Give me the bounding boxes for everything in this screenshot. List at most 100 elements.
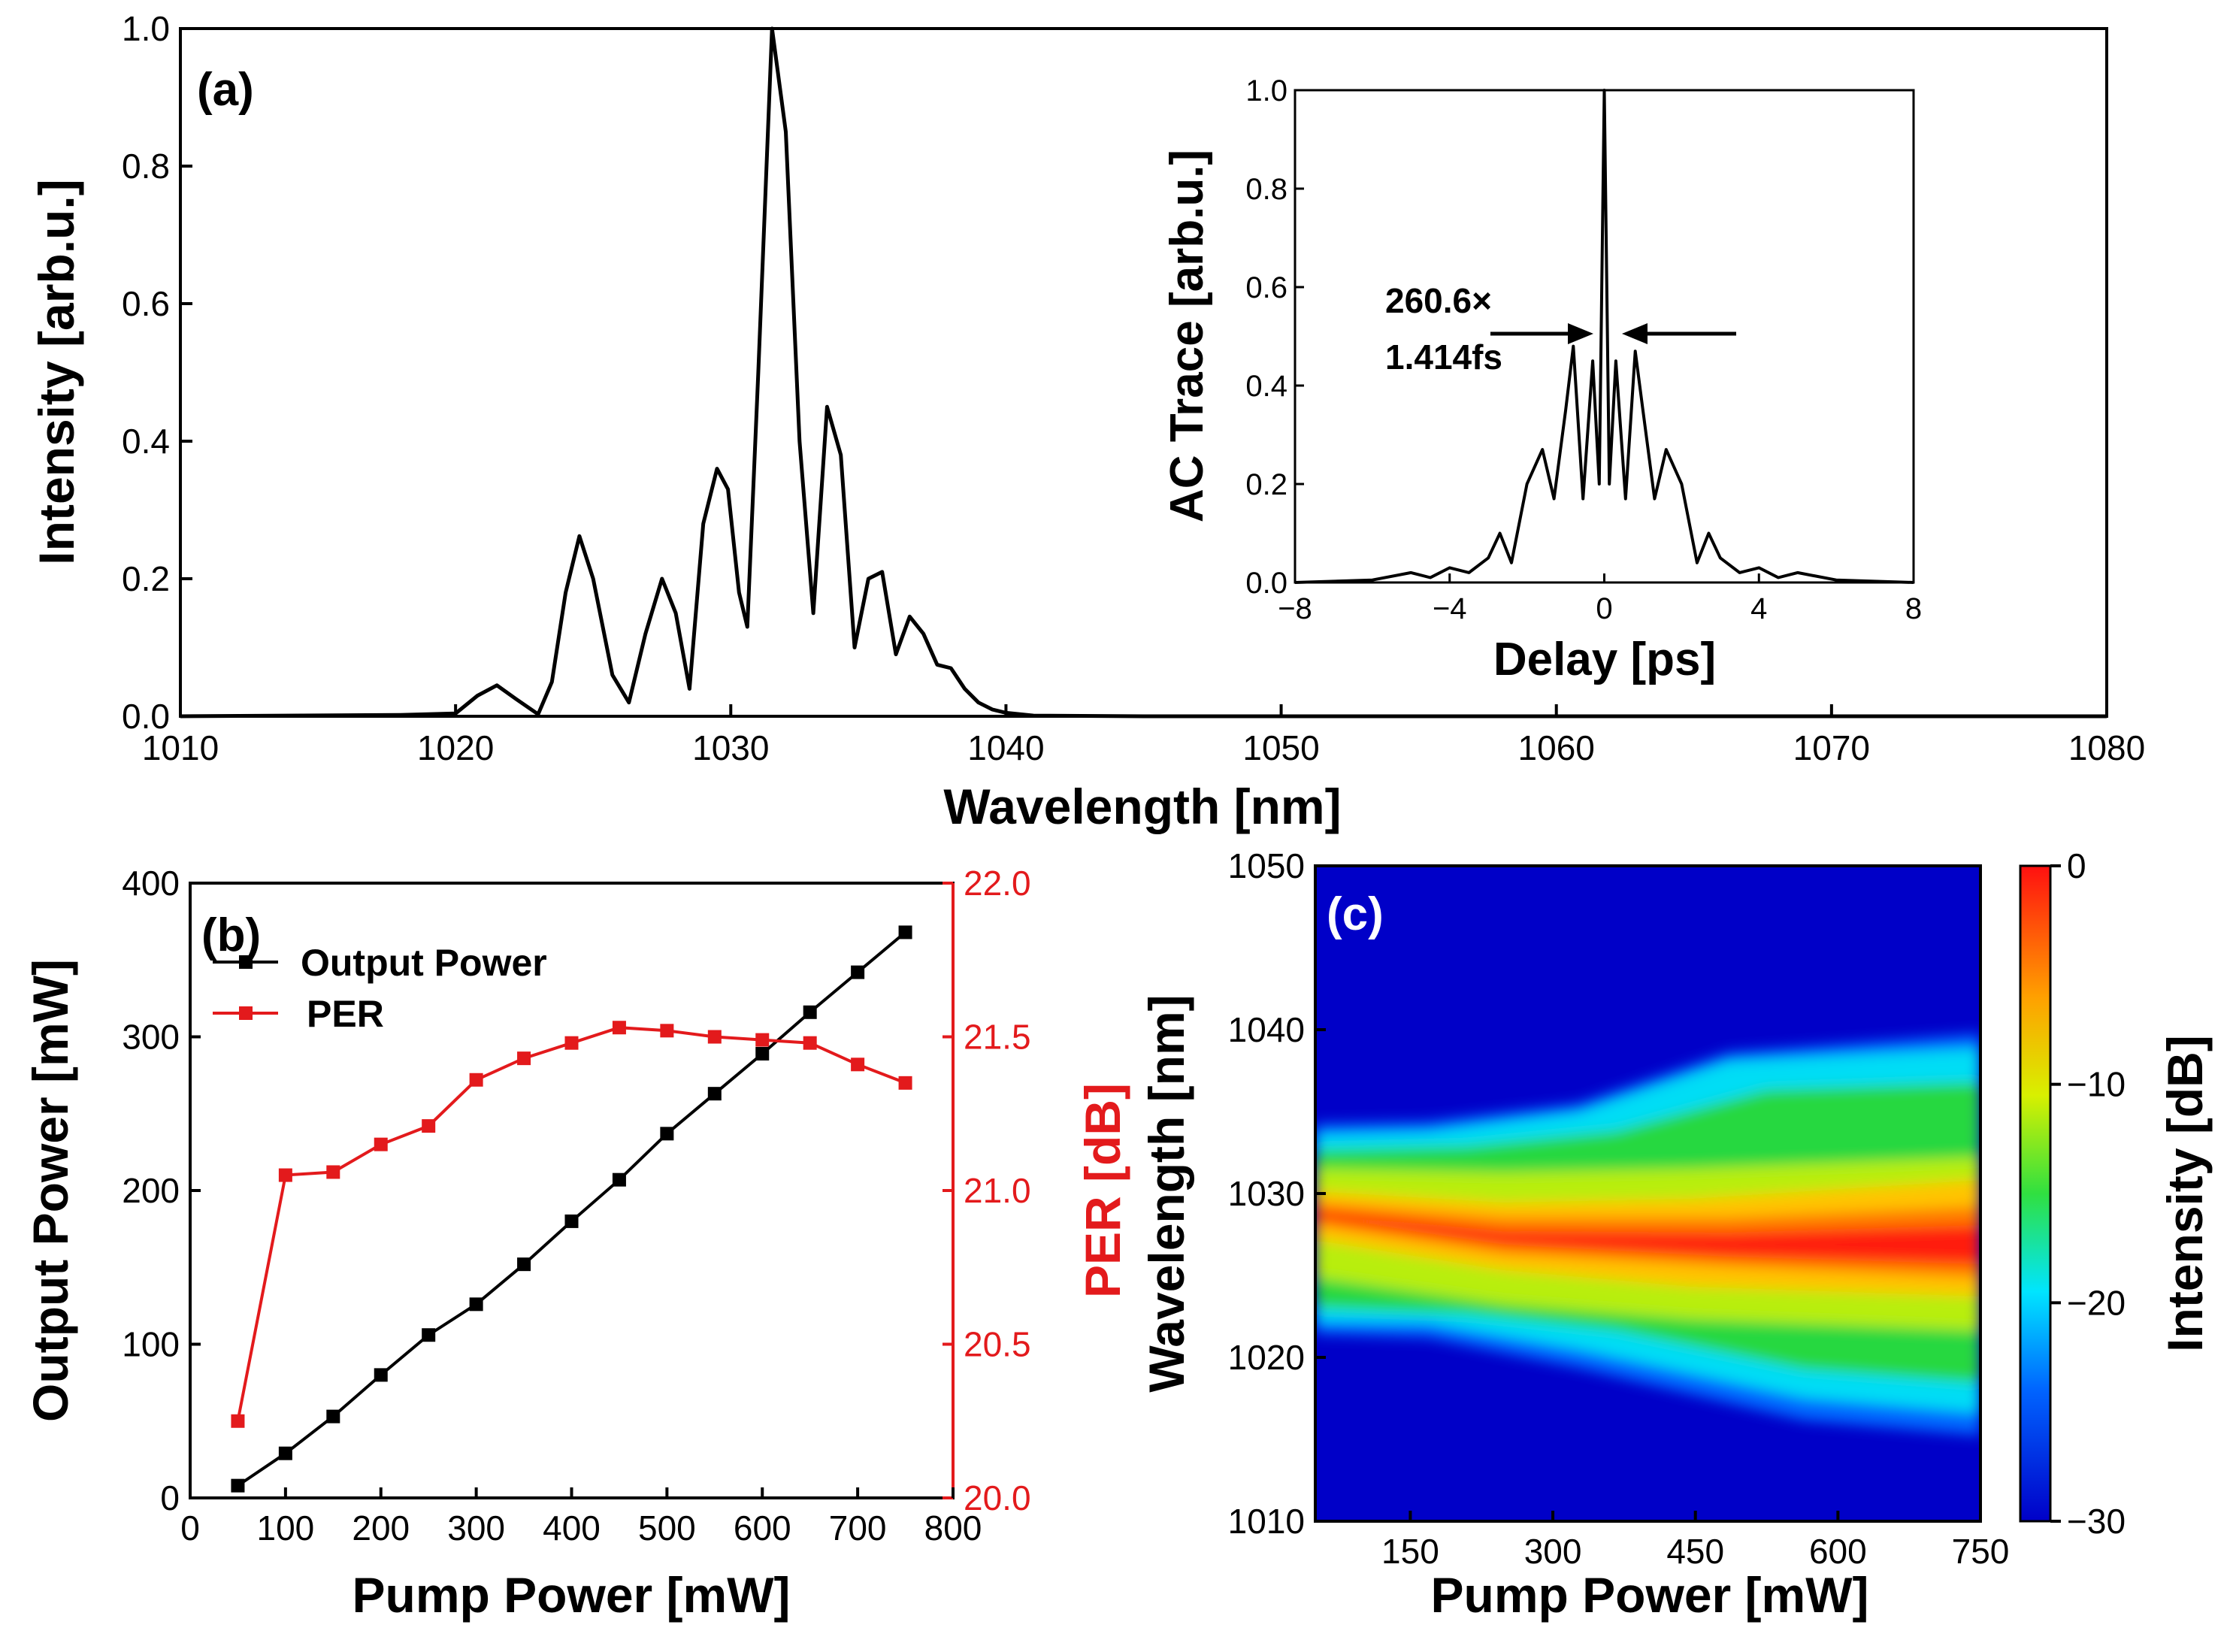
- inset-y-ticks: 0.0 0.2 0.4 0.6 0.8 1.0: [1245, 74, 1304, 600]
- series-per-point: [564, 1036, 579, 1050]
- panel-b-right-y-tick-label: 22.0: [964, 864, 1031, 903]
- legend-per-marker: [239, 1006, 253, 1020]
- panel-b-x-tick-label: 600: [734, 1508, 791, 1548]
- inset-ac-trace-line: [1294, 89, 1914, 584]
- colorbar: [2019, 864, 2052, 1523]
- legend-per-label: PER: [307, 993, 384, 1035]
- panel-b-x-tick-label: 500: [638, 1508, 696, 1548]
- panel-a-x-ticks: 1010 1020 1030 1040 1050 1060 1070 1080: [142, 704, 2145, 767]
- panel-a-x-tick-label: 1030: [692, 728, 769, 767]
- heatmap-image: [1315, 866, 1980, 1521]
- series-per-point: [422, 1119, 436, 1133]
- panel-a-y-tick-label: 0.0: [122, 697, 170, 736]
- inset-x-tick-label: −4: [1433, 592, 1467, 625]
- inset-x-ticks: −8 −4 0 4 8: [1278, 573, 1922, 625]
- inset-x-tick-label: 4: [1750, 592, 1767, 625]
- panel-c-heatmap: 1010 1020 1030 1040 1050 150 300 450 600 750 (c)…: [1139, 846, 2213, 1623]
- panel-b-x-tick-label: 0: [180, 1508, 200, 1548]
- panel-a-y-ticks: 0.0 0.2 0.4 0.6 0.8 1.0: [122, 9, 192, 736]
- series-per-point: [612, 1021, 626, 1035]
- panel-a-y-tick-label: 1.0: [122, 9, 170, 48]
- panel-c-y-ticks: 1010 1020 1030 1040 1050: [1228, 846, 1326, 1541]
- panel-b-x-tick-label: 100: [257, 1508, 315, 1548]
- panel-b-left-y-tick-label: 0: [160, 1478, 180, 1517]
- series-per-point: [469, 1073, 483, 1087]
- inset-y-tick-label: 0.2: [1245, 468, 1287, 501]
- colorbar-ticks: 0 −10 −20 −30: [2050, 846, 2126, 1541]
- panel-c-y-tick-label: 1030: [1228, 1174, 1305, 1213]
- series-output-power-point: [755, 1046, 770, 1060]
- inset-annotation-line1: 260.6×: [1385, 281, 1492, 320]
- panel-c-label: (c): [1327, 888, 1384, 940]
- series-per-point: [517, 1051, 531, 1066]
- panel-c-x-tick-label: 450: [1666, 1532, 1724, 1571]
- panel-c-x-tick-label: 150: [1381, 1532, 1439, 1571]
- series-per-point: [231, 1414, 245, 1428]
- panel-a-x-tick-label: 1010: [142, 728, 219, 767]
- panel-b-legend: Output Power PER: [213, 942, 547, 1035]
- inset-y-tick-label: 0.6: [1245, 271, 1287, 304]
- colorbar-tick-label: −10: [2067, 1065, 2126, 1104]
- panel-b-x-tick-label: 800: [924, 1508, 982, 1548]
- panel-b-left-y-ticks: 0 100 200 300 400: [122, 864, 201, 1517]
- panel-c-y-tick-label: 1020: [1228, 1338, 1305, 1377]
- series-output-power-point: [231, 1478, 245, 1493]
- series-per-point: [898, 1076, 912, 1090]
- series-output-power-point: [803, 1005, 817, 1019]
- series-output-power-point: [660, 1127, 674, 1141]
- panel-b-series: [231, 925, 912, 1493]
- panel-a-inset-autocorrelation: 0.0 0.2 0.4 0.6 0.8 1.0 −8 −4 0 4 8 Delay [ps] AC…: [1161, 74, 1922, 685]
- inset-y-tick-label: 1.0: [1245, 74, 1287, 107]
- panel-b-right-y-label: PER [dB]: [1075, 1083, 1130, 1298]
- panel-b-x-label: Pump Power [mW]: [352, 1567, 790, 1623]
- series-per-point: [278, 1168, 292, 1182]
- inset-fwhm-arrows: [1490, 323, 1736, 344]
- series-output-power-point: [469, 1297, 483, 1312]
- panel-b-left-y-tick-label: 100: [122, 1325, 180, 1364]
- inset-x-tick-label: 0: [1596, 592, 1612, 625]
- inset-x-tick-label: 8: [1905, 592, 1922, 625]
- panel-a-y-tick-label: 0.6: [122, 284, 170, 323]
- panel-a-y-label: Intensity [arb.u.]: [29, 179, 84, 564]
- panel-a-x-tick-label: 1040: [967, 728, 1044, 767]
- series-per-point: [707, 1030, 722, 1044]
- panel-a-y-tick-label: 0.2: [122, 559, 170, 598]
- panel-a-spectrum: 0.00.20.40.60.81.0 1010 1020 1030 1040 1050 1…: [29, 9, 2145, 834]
- panel-c-y-tick-label: 1050: [1228, 846, 1305, 885]
- panel-b-right-y-tick-label: 20.0: [964, 1478, 1031, 1517]
- panel-b-left-y-tick-label: 200: [122, 1171, 180, 1210]
- series-per-point: [374, 1137, 388, 1151]
- panel-b-x-ticks: 0 100 200 300 400 500 600 700 800: [180, 1487, 982, 1548]
- inset-x-tick-label: −8: [1278, 592, 1312, 625]
- panel-c-y-tick-label: 1010: [1228, 1502, 1305, 1541]
- series-output-power-point: [707, 1087, 722, 1101]
- panel-c-y-label: Wavelength [nm]: [1139, 994, 1194, 1392]
- series-output-power-point: [612, 1172, 626, 1187]
- panel-c-x-label: Pump Power [mW]: [1430, 1567, 1868, 1623]
- panel-b-right-y-tick-label: 21.0: [964, 1171, 1031, 1210]
- panel-a-x-tick-label: 1070: [1793, 728, 1870, 767]
- inset-y-tick-label: 0.4: [1245, 370, 1287, 403]
- panel-a-x-tick-label: 1080: [2068, 728, 2145, 767]
- series-per-point: [755, 1033, 770, 1047]
- series-output-power-point: [898, 925, 912, 939]
- panel-a-y-tick-label: 0.8: [122, 147, 170, 186]
- panel-a-x-tick-label: 1060: [1518, 728, 1595, 767]
- colorbar-label: Intensity [dB]: [2157, 1035, 2213, 1352]
- panel-b-left-y-tick-label: 400: [122, 864, 180, 903]
- series-output-power-point: [422, 1328, 436, 1342]
- panel-a-y-tick-label: 0.4: [122, 422, 170, 461]
- panel-b-left-y-tick-label: 300: [122, 1018, 180, 1057]
- panel-a-x-label: Wavelength [nm]: [943, 779, 1341, 834]
- series-per-point: [660, 1024, 674, 1038]
- series-output-power-point: [517, 1257, 531, 1272]
- panel-c-x-tick-label: 600: [1809, 1532, 1867, 1571]
- series-output-power-point: [278, 1446, 292, 1460]
- series-per-point: [851, 1057, 865, 1072]
- colorbar-tick-label: 0: [2067, 846, 2086, 885]
- inset-x-label: Delay [ps]: [1493, 634, 1716, 685]
- panel-a-x-tick-label: 1020: [417, 728, 494, 767]
- inset-annotation-line2: 1.414fs: [1385, 337, 1502, 377]
- panel-c-x-tick-label: 300: [1524, 1532, 1582, 1571]
